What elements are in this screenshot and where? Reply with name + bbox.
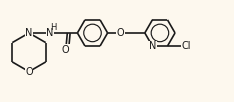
Text: Cl: Cl: [182, 41, 191, 51]
Text: N: N: [25, 28, 33, 38]
Text: N: N: [46, 28, 54, 38]
Text: H: H: [50, 23, 56, 32]
Text: O: O: [25, 67, 33, 77]
Text: O: O: [116, 28, 124, 38]
Text: N: N: [149, 41, 156, 51]
Text: O: O: [62, 45, 69, 55]
